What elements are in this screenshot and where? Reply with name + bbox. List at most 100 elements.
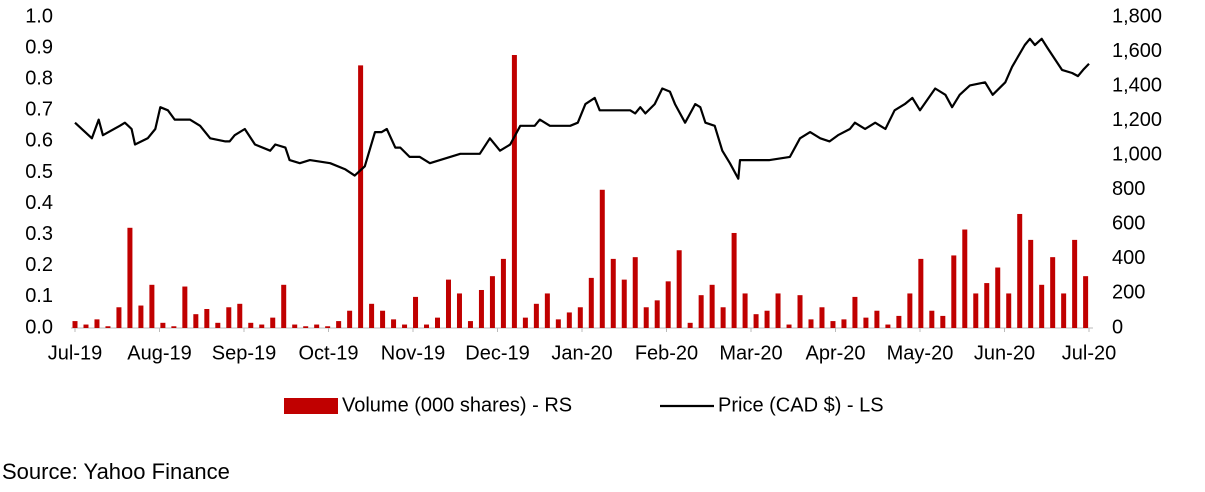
volume-bar <box>984 283 990 328</box>
volume-bar <box>380 310 386 328</box>
volume-bar <box>874 310 880 328</box>
y2-tick-label: 800 <box>1112 178 1145 200</box>
volume-bar <box>533 303 539 328</box>
volume-bar <box>402 324 408 328</box>
volume-bar <box>1050 257 1056 328</box>
volume-bar <box>1017 213 1023 328</box>
volume-bar <box>171 326 177 328</box>
legend-label: Price (CAD $) - LS <box>718 394 884 416</box>
x-tick-label: Mar-20 <box>719 342 782 364</box>
volume-bar <box>665 281 671 328</box>
x-tick-label: May-20 <box>887 342 954 364</box>
volume-bar <box>204 308 210 328</box>
volume-bar <box>149 284 155 328</box>
volume-bar <box>182 286 188 328</box>
volume-bar <box>413 296 419 328</box>
y-tick-label: 0.3 <box>25 223 53 245</box>
volume-bar <box>808 319 814 328</box>
volume-bar <box>237 303 243 328</box>
y-tick-label: 0.8 <box>25 67 53 89</box>
volume-bar <box>786 324 792 328</box>
y-tick-label: 0.7 <box>25 99 53 121</box>
volume-bar <box>369 303 375 328</box>
volume-bar <box>764 310 770 328</box>
volume-bar <box>566 312 572 328</box>
x-tick-label: Nov-19 <box>381 342 445 364</box>
volume-bar <box>731 232 737 328</box>
volume-bar <box>830 321 836 328</box>
x-tick-label: Dec-19 <box>465 342 529 364</box>
y2-tick-label: 400 <box>1112 247 1145 269</box>
volume-bar <box>248 322 254 328</box>
volume-bar <box>819 307 825 328</box>
volume-bar <box>215 322 221 328</box>
volume-bar <box>336 321 342 328</box>
volume-bar <box>841 319 847 328</box>
volume-bar <box>347 310 353 328</box>
y-tick-label: 0.2 <box>25 254 53 276</box>
volume-bar <box>116 307 122 328</box>
volume-bar <box>391 319 397 328</box>
y2-tick-label: 1,800 <box>1112 5 1162 27</box>
y2-tick-label: 600 <box>1112 213 1145 235</box>
volume-bar <box>1072 239 1078 328</box>
volume-bar <box>775 293 781 328</box>
volume-bar <box>325 326 331 328</box>
volume-bar <box>424 324 430 328</box>
volume-bar <box>138 305 144 328</box>
volume-bar <box>544 293 550 328</box>
volume-bar <box>281 284 287 328</box>
volume-bar <box>292 324 298 328</box>
volume-bar <box>720 307 726 328</box>
volume-bar <box>918 258 924 328</box>
volume-bar <box>445 279 451 328</box>
volume-bar <box>687 322 693 328</box>
volume-bar <box>599 189 605 328</box>
volume-bar <box>193 314 199 328</box>
legend-label: Volume (000 shares) - RS <box>342 394 572 416</box>
volume-bar <box>610 258 616 328</box>
volume-bar <box>753 314 759 328</box>
volume-bar <box>951 255 957 328</box>
source-note: Source: Yahoo Finance <box>2 459 230 484</box>
volume-bar <box>226 307 232 328</box>
volume-bar <box>1006 293 1012 328</box>
volume-bar <box>522 317 528 328</box>
volume-bar <box>259 324 265 328</box>
volume-bar <box>896 315 902 328</box>
volume-bar <box>885 324 891 328</box>
volume-bar <box>852 296 858 328</box>
volume-bar <box>995 267 1001 328</box>
volume-bar <box>489 276 495 328</box>
price-line <box>74 37 1090 180</box>
volume-bar <box>863 317 869 328</box>
volume-bar <box>588 277 594 328</box>
volume-bar <box>742 293 748 328</box>
volume-bar <box>654 300 660 328</box>
legend-swatch <box>284 398 338 414</box>
y-tick-label: 0.6 <box>25 130 53 152</box>
volume-bar <box>358 65 364 328</box>
x-tick-label: Apr-20 <box>805 342 865 364</box>
volume-bar <box>314 324 320 328</box>
volume-bar <box>929 310 935 328</box>
volume-bar <box>797 295 803 328</box>
volume-bar <box>105 326 111 328</box>
volume-bar <box>621 279 627 328</box>
x-tick-label: Jun-20 <box>974 342 1035 364</box>
volume-bar <box>160 322 166 328</box>
y2-tick-label: 1,600 <box>1112 40 1162 62</box>
y-tick-label: 0.9 <box>25 36 53 58</box>
y-tick-label: 0.5 <box>25 161 53 183</box>
y-tick-label: 0.0 <box>25 316 53 338</box>
volume-bar <box>698 295 704 328</box>
x-tick-label: Sep-19 <box>212 342 277 364</box>
volume-bar <box>270 317 276 328</box>
y-tick-label: 0.4 <box>25 192 53 214</box>
y-tick-label: 1.0 <box>25 5 53 27</box>
y2-tick-label: 1,000 <box>1112 144 1162 166</box>
volume-bar <box>1083 276 1089 328</box>
volume-bar <box>456 293 462 328</box>
volume-bar <box>511 55 517 329</box>
